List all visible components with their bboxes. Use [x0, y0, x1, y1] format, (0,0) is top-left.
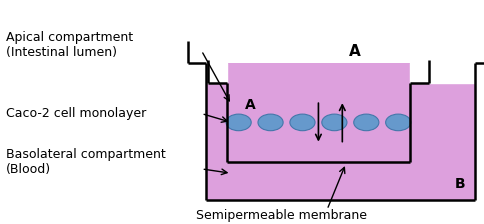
- Bar: [226, 83, 409, 162]
- Ellipse shape: [289, 114, 315, 131]
- Ellipse shape: [385, 114, 410, 131]
- Text: A: A: [348, 44, 360, 59]
- Text: Caco-2 cell monolayer: Caco-2 cell monolayer: [5, 107, 146, 120]
- Text: Basolateral compartment
(Blood): Basolateral compartment (Blood): [5, 148, 165, 176]
- Ellipse shape: [226, 114, 251, 131]
- Bar: [206, 63, 474, 200]
- Ellipse shape: [353, 114, 378, 131]
- Text: B: B: [454, 177, 465, 191]
- Text: Semipermeable membrane: Semipermeable membrane: [196, 209, 366, 222]
- Ellipse shape: [257, 114, 283, 131]
- Text: A: A: [245, 98, 256, 112]
- Ellipse shape: [321, 114, 346, 131]
- Text: Apical compartment
(Intestinal lumen): Apical compartment (Intestinal lumen): [5, 31, 133, 59]
